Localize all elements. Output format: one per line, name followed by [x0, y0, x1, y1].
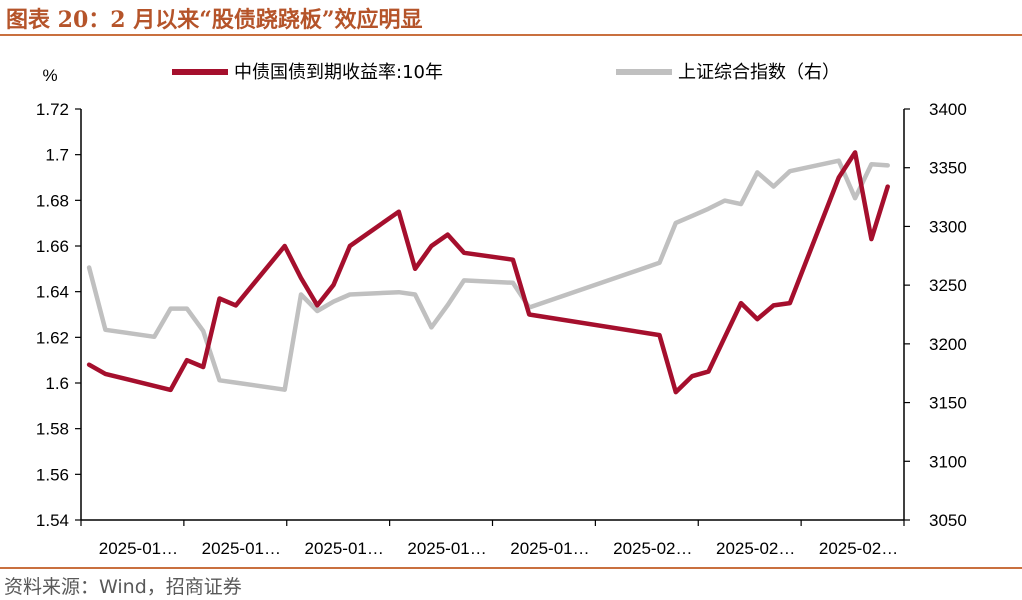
axes: 1.72 1.7 1.68 1.66 1.64 1.62 1.6 1.58 1.56 1.54% 3… — [36, 66, 967, 558]
left-tick-label: 1.54 — [36, 511, 69, 530]
chart-title: 图表 20：2 月以来“股债跷跷板”效应明显 — [6, 7, 423, 33]
right-tick-label: 3200 — [929, 335, 967, 354]
legend-label-bond: 中债国债到期收益率:10年 — [234, 62, 443, 83]
x-tick-label: 2025-02… — [716, 539, 795, 558]
x-tick-label: 2025-02… — [819, 539, 898, 558]
right-tick-label: 3400 — [929, 100, 967, 119]
legend-label-index: 上证综合指数（右） — [678, 62, 840, 83]
left-tick-label: 1.6 — [45, 374, 69, 393]
right-tick-label: 3050 — [929, 511, 967, 530]
left-tick-label: 1.68 — [36, 191, 69, 210]
series-line-index — [86, 158, 890, 392]
x-tick-label: 2025-02… — [613, 539, 692, 558]
series-line-bond — [86, 150, 890, 395]
source-note: 资料来源：Wind，招商证券 — [4, 576, 242, 598]
left-tick-label: 1.58 — [36, 420, 69, 439]
right-tick-label: 3250 — [929, 276, 967, 295]
x-tick-label: 2025-01… — [510, 539, 589, 558]
right-tick-label: 3350 — [929, 159, 967, 178]
left-axis-unit: % — [42, 66, 57, 85]
title-rule — [0, 34, 1022, 36]
left-tick-label: 1.66 — [36, 237, 69, 256]
left-tick-label: 1.56 — [36, 465, 69, 484]
left-tick-label: 1.64 — [36, 283, 69, 302]
chart-area: 1.72 1.7 1.68 1.66 1.64 1.62 1.6 1.58 1.56 1.54% 3… — [36, 62, 967, 558]
legend: 中债国债到期收益率:10年 上证综合指数（右） — [172, 62, 840, 83]
right-tick-label: 3150 — [929, 394, 967, 413]
x-tick-label: 2025-01… — [407, 539, 486, 558]
left-tick-label: 1.72 — [36, 100, 69, 119]
title-bar: 图表 20：2 月以来“股债跷跷板”效应明显 — [0, 0, 1022, 36]
series-layer — [86, 150, 890, 395]
right-tick-label: 3300 — [929, 217, 967, 236]
left-tick-label: 1.7 — [45, 146, 69, 165]
x-tick-label: 2025-01… — [202, 539, 281, 558]
right-tick-label: 3100 — [929, 452, 967, 471]
x-tick-label: 2025-01… — [99, 539, 178, 558]
x-tick-label: 2025-01… — [304, 539, 383, 558]
left-tick-label: 1.62 — [36, 328, 69, 347]
source-rule — [0, 567, 1022, 569]
